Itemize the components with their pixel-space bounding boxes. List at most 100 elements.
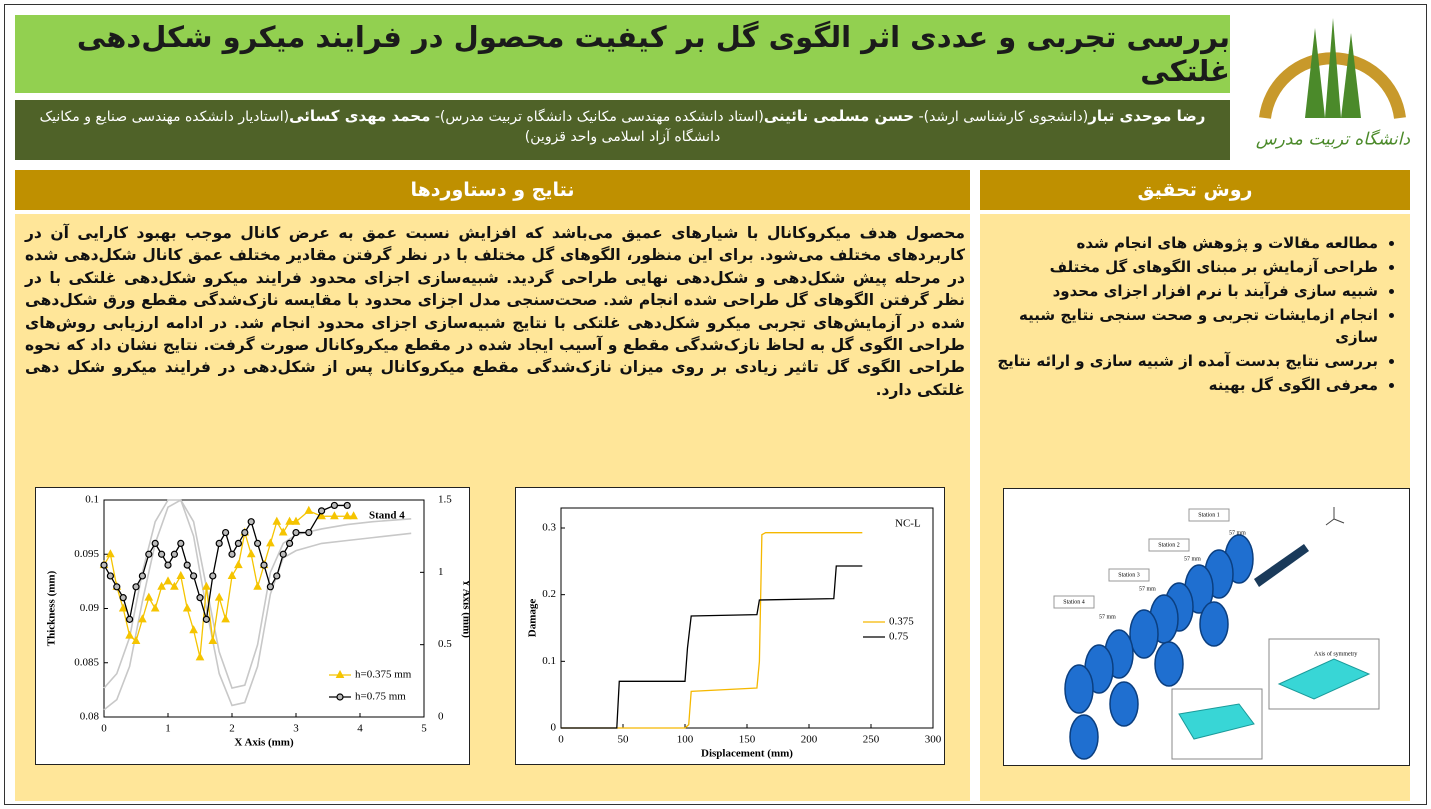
station-label: Station 4	[1063, 599, 1085, 605]
data-point	[132, 583, 140, 591]
y2-tick-label: 1	[438, 566, 444, 578]
legend-marker	[335, 669, 345, 678]
frame	[4, 4, 1427, 805]
y-tick-label: 0.09	[80, 602, 100, 614]
station-label: Station 2	[1158, 542, 1180, 548]
author-affiliation: (استاد دانشکده مهندسی مکانیک دانشگاه ترب…	[434, 109, 764, 125]
data-point	[215, 539, 223, 548]
data-point	[106, 549, 115, 558]
x-tick-label: 3	[293, 723, 299, 735]
x-tick-label: 250	[863, 734, 880, 746]
data-point	[113, 583, 121, 591]
section-heading: نتایج و دستاوردها	[15, 170, 970, 210]
data-point	[273, 572, 281, 580]
spacing-label: 57 mm	[1099, 614, 1116, 620]
annotation: Stand 4	[369, 510, 405, 522]
data-point	[118, 603, 128, 612]
legend-label: h=0.75 mm	[355, 691, 406, 703]
y2-tick-label: 0	[438, 711, 444, 723]
data-point	[163, 576, 173, 585]
data-point	[195, 652, 205, 661]
y-tick-label: 0.1	[85, 494, 99, 506]
x-tick-label: 4	[357, 723, 363, 735]
data-point	[246, 549, 256, 558]
data-point	[305, 528, 313, 537]
authors: رضا موحدی تبار(دانشجوی کارشناسی ارشد)- ح…	[15, 100, 1230, 160]
y2-tick-label: 0.5	[438, 638, 452, 650]
series-line	[103, 504, 348, 620]
data-point	[254, 539, 262, 548]
data-point	[317, 511, 326, 520]
spacing-label: 57 mm	[1184, 556, 1201, 562]
method-item: مطالعه مقالات و پژوهش های انجام شده	[990, 232, 1379, 254]
y-tick-label: 0.085	[74, 656, 99, 668]
legend-label: 0.375	[889, 616, 914, 628]
data-point	[119, 594, 127, 602]
x-tick-label: 50	[618, 734, 630, 746]
y-tick-label: 0.3	[542, 522, 556, 534]
data-point	[125, 630, 134, 639]
process-figure: Station 1 Station 2 Station 3 Station 4 …	[1003, 488, 1410, 766]
data-point	[138, 572, 147, 580]
data-point	[234, 539, 242, 548]
method-list: مطالعه مقالات و پژوهش های انجام شدهطراحی…	[990, 232, 1400, 398]
data-point	[330, 511, 339, 520]
station-label: Station 1	[1198, 512, 1220, 518]
data-point	[304, 505, 314, 514]
y-tick-label: 0	[551, 722, 557, 734]
author-name: حسن مسلمی نائینی	[763, 107, 915, 125]
x-tick-label: 0	[101, 723, 107, 735]
y2-axis-label: Y Axis (mm)	[460, 579, 470, 638]
x-tick-label: 0	[558, 734, 564, 746]
y-tick-label: 0.08	[80, 711, 100, 723]
results-paragraph: محصول هدف میکروکانال با شیارهای عمیق می‌…	[25, 224, 965, 399]
data-point	[234, 560, 243, 569]
method-item: انجام ازمایشات تجربی و صحت سنجی نتایج شب…	[990, 304, 1378, 348]
data-point	[144, 592, 154, 601]
x-tick-label: 200	[801, 734, 818, 746]
chart: 0 50 100 150 200 250 300 0 0.1 0.2 0.3 Displacement…	[515, 487, 945, 765]
data-point	[170, 581, 179, 590]
legend-label: h=0.375 mm	[355, 669, 412, 681]
x-tick-label: 5	[421, 723, 427, 735]
data-point	[349, 511, 358, 520]
data-point	[266, 538, 275, 547]
data-point	[196, 594, 204, 602]
axis-label: Axis of symmetry	[1314, 650, 1357, 657]
data-point	[106, 572, 115, 580]
y-axis-label: Damage	[527, 599, 539, 638]
data-point	[202, 581, 211, 590]
data-point	[279, 550, 287, 558]
data-point	[183, 561, 191, 569]
data-point	[176, 570, 186, 579]
data-point	[170, 550, 178, 558]
y-tick-label: 0.1	[542, 655, 556, 667]
data-point	[189, 625, 198, 634]
station-label: Station 3	[1118, 572, 1140, 578]
data-point	[253, 581, 262, 590]
data-point	[260, 561, 268, 569]
data-point	[285, 516, 294, 525]
author-affiliation: (استادیار دانشکده مهندسی صنایع و مکانیک …	[39, 109, 721, 145]
author-name: محمد مهدی کسائی	[289, 107, 431, 125]
method-item: بررسی نتایج بدست آمده از شبیه سازی و ارا…	[990, 350, 1378, 372]
data-point	[157, 581, 166, 590]
data-point	[202, 615, 210, 623]
author-name: رضا موحدی تبار	[1088, 107, 1206, 125]
author-affiliation: (دانشجوی کارشناسی ارشد)-	[918, 109, 1089, 125]
plot-frame	[560, 507, 934, 729]
data-point	[131, 635, 141, 645]
data-point	[278, 527, 288, 536]
x-tick-label: 1	[165, 723, 171, 735]
series-line	[103, 498, 412, 711]
data-point	[208, 635, 218, 645]
logo: دانشگاه تربیت مدرس	[1256, 18, 1410, 150]
data-point	[221, 614, 230, 623]
x-axis-label: X Axis (mm)	[234, 737, 294, 749]
data-point	[125, 615, 134, 623]
x-tick-label: 100	[677, 734, 694, 746]
title: بررسی تجربی و عددی اثر الگوی گل بر کیفیت…	[15, 15, 1230, 93]
spacing-label: 57 mm	[1229, 530, 1246, 536]
y-tick-label: 0.095	[74, 548, 99, 560]
